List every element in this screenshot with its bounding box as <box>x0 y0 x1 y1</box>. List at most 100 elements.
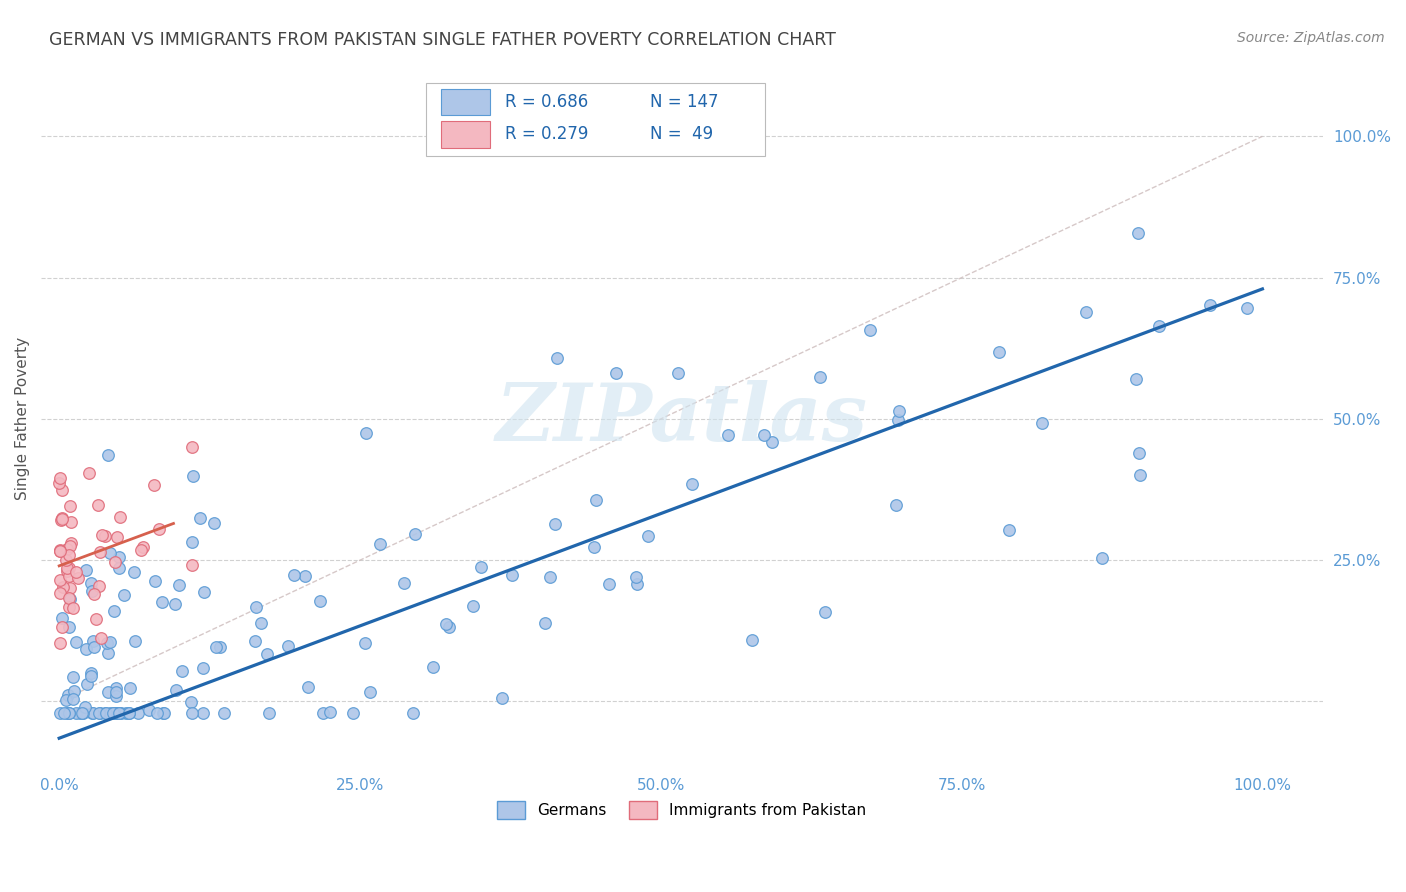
Point <box>998 523 1021 537</box>
Point <box>108 706 131 720</box>
Point <box>122 566 145 580</box>
Point <box>761 435 783 450</box>
Point <box>887 404 910 418</box>
Point <box>60 515 83 529</box>
Point <box>58 706 80 720</box>
Point <box>104 706 127 720</box>
Point <box>165 597 187 611</box>
Point <box>741 632 763 647</box>
Point <box>56 541 79 556</box>
Point <box>55 553 77 567</box>
Point <box>49 586 72 600</box>
Point <box>501 568 523 582</box>
Point <box>131 542 153 557</box>
Point <box>491 691 513 706</box>
Point <box>52 580 75 594</box>
Point <box>80 665 103 680</box>
Point <box>98 635 121 649</box>
Point <box>583 540 606 554</box>
Point <box>538 569 561 583</box>
Point <box>354 425 377 440</box>
Point <box>89 706 111 720</box>
Text: ZIPatlas: ZIPatlas <box>496 380 868 458</box>
Point <box>89 706 111 720</box>
Point <box>59 539 82 553</box>
Point <box>90 631 112 645</box>
Point <box>754 427 776 442</box>
Point <box>48 544 70 558</box>
Point <box>312 706 335 720</box>
Point <box>58 591 80 605</box>
Point <box>97 685 120 699</box>
Point <box>342 706 364 720</box>
Point <box>80 575 103 590</box>
Point <box>294 568 316 582</box>
Point <box>1199 298 1222 312</box>
Point <box>297 680 319 694</box>
Point <box>1236 301 1258 316</box>
Point <box>1126 226 1149 240</box>
Point <box>51 510 73 524</box>
Point <box>98 546 121 560</box>
Point <box>65 565 87 579</box>
Point <box>681 476 703 491</box>
Point <box>180 706 202 720</box>
Point <box>49 470 72 484</box>
Point <box>59 581 82 595</box>
Point <box>82 706 104 720</box>
Point <box>83 640 105 655</box>
Point <box>245 599 267 614</box>
Point <box>188 511 211 525</box>
Point <box>250 615 273 630</box>
Point <box>368 537 391 551</box>
FancyBboxPatch shape <box>441 89 489 115</box>
Text: R = 0.279: R = 0.279 <box>505 126 588 144</box>
Point <box>354 635 377 649</box>
Point <box>69 706 91 720</box>
Point <box>152 706 174 720</box>
Point <box>72 706 94 720</box>
Point <box>181 469 204 483</box>
Point <box>110 510 132 524</box>
Y-axis label: Single Father Poverty: Single Father Poverty <box>15 337 30 500</box>
Point <box>60 536 83 550</box>
Point <box>58 549 80 563</box>
Point <box>463 599 485 613</box>
Point <box>115 706 138 720</box>
Point <box>585 493 607 508</box>
Point <box>988 345 1011 359</box>
Point <box>257 706 280 720</box>
Point <box>89 545 111 559</box>
Point <box>118 681 141 695</box>
Point <box>48 706 70 720</box>
Point <box>65 635 87 649</box>
Point <box>105 530 128 544</box>
Point <box>124 634 146 648</box>
Point <box>58 688 80 702</box>
Point <box>51 620 73 634</box>
Point <box>402 706 425 720</box>
Point <box>70 706 93 720</box>
Point <box>717 428 740 442</box>
Point <box>51 512 73 526</box>
Point <box>666 366 689 380</box>
Point <box>404 527 426 541</box>
Point <box>118 706 141 720</box>
Point <box>96 636 118 650</box>
Point <box>1125 372 1147 386</box>
Point <box>83 587 105 601</box>
Point <box>256 648 278 662</box>
Point <box>1129 467 1152 482</box>
Point <box>470 559 492 574</box>
Text: Source: ZipAtlas.com: Source: ZipAtlas.com <box>1237 31 1385 45</box>
Point <box>145 706 167 720</box>
Text: GERMAN VS IMMIGRANTS FROM PAKISTAN SINGLE FATHER POVERTY CORRELATION CHART: GERMAN VS IMMIGRANTS FROM PAKISTAN SINGL… <box>49 31 837 49</box>
Point <box>58 706 80 720</box>
Point <box>637 528 659 542</box>
Point <box>150 595 173 609</box>
Point <box>138 703 160 717</box>
Point <box>49 544 72 558</box>
Point <box>105 706 128 720</box>
Point <box>104 556 127 570</box>
Point <box>93 529 115 543</box>
